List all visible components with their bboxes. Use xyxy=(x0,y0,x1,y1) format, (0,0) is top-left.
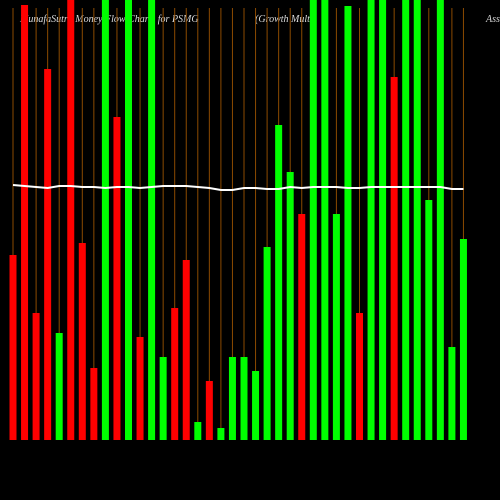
bar xyxy=(32,313,40,440)
chart-subtitle: (Growth Multi xyxy=(255,14,313,25)
bar xyxy=(275,125,283,440)
bar xyxy=(321,0,329,440)
bar xyxy=(78,243,86,440)
bar xyxy=(9,255,17,440)
bar xyxy=(402,0,410,440)
money-flow-line xyxy=(12,184,464,191)
bar xyxy=(55,333,63,440)
bar xyxy=(228,357,236,440)
bar xyxy=(413,0,421,440)
bar xyxy=(309,0,317,440)
bar xyxy=(125,0,132,440)
bar xyxy=(217,428,225,440)
bar xyxy=(379,0,387,440)
bar xyxy=(459,239,467,440)
bar xyxy=(148,0,156,440)
bar xyxy=(182,260,190,440)
bar xyxy=(90,368,98,440)
bar xyxy=(113,117,121,440)
bar xyxy=(367,0,375,440)
bar xyxy=(252,371,260,440)
bar xyxy=(194,422,202,440)
bar xyxy=(448,347,456,440)
corner-text: Asse xyxy=(485,14,500,25)
bar xyxy=(356,313,363,440)
bar xyxy=(136,337,144,440)
bar xyxy=(425,200,433,440)
bar xyxy=(436,0,444,440)
bar xyxy=(101,0,109,440)
bar xyxy=(44,69,52,440)
bar xyxy=(263,247,271,440)
bar xyxy=(171,308,179,440)
bar xyxy=(344,6,352,440)
bar xyxy=(67,0,75,440)
bar xyxy=(298,214,306,440)
bar xyxy=(240,357,248,440)
bar xyxy=(205,381,213,440)
bar xyxy=(286,172,294,440)
bar xyxy=(21,5,29,440)
bar xyxy=(159,357,167,440)
bar xyxy=(332,214,340,440)
bar xyxy=(390,77,398,440)
